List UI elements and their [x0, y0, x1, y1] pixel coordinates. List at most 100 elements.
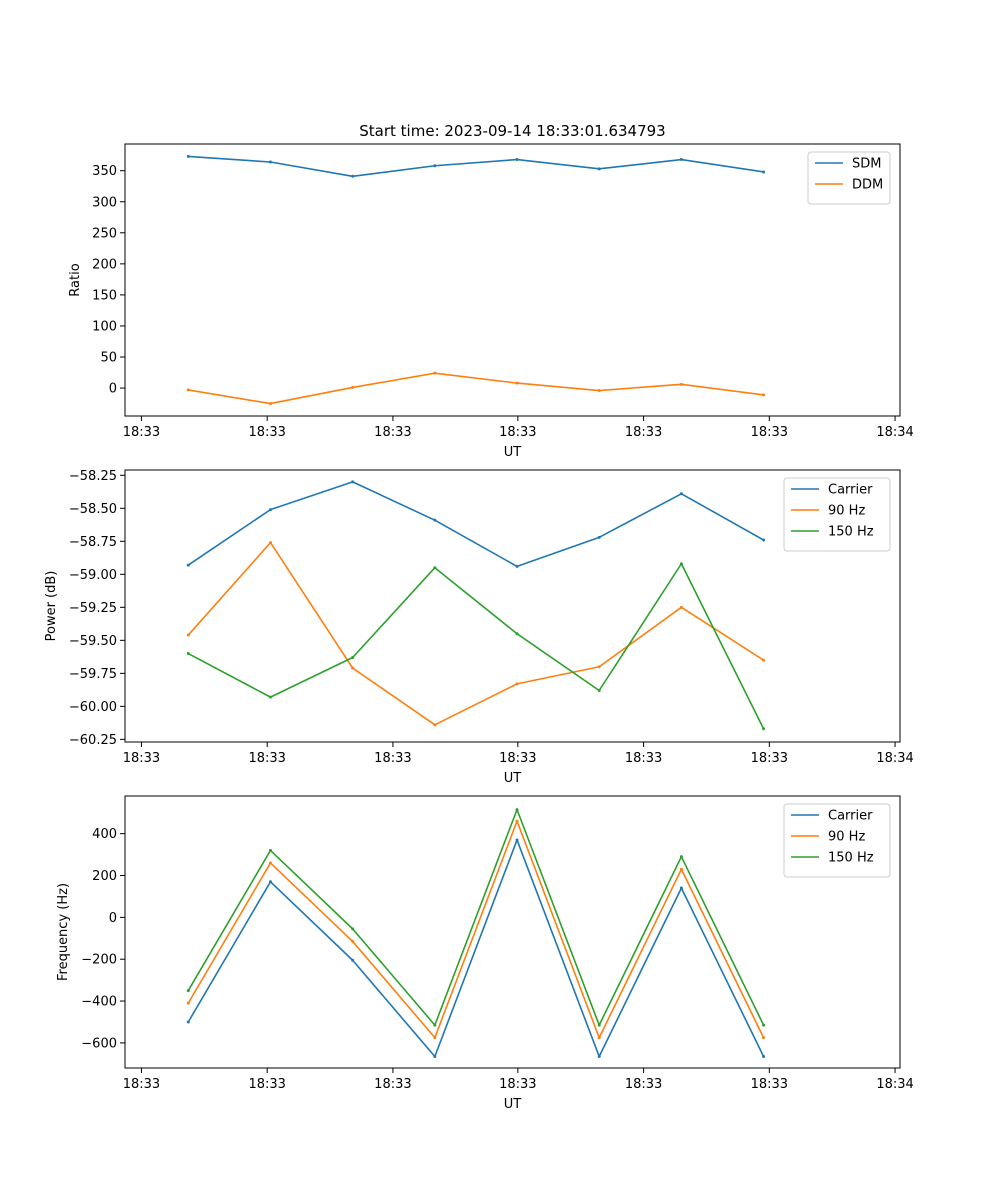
legend	[807, 151, 891, 205]
legend-label: 90 Hz	[828, 830, 865, 845]
data-point	[351, 655, 355, 659]
y-axis-label: Ratio	[68, 263, 83, 296]
data-point	[268, 402, 272, 406]
x-tick-label: 18:33	[374, 425, 411, 440]
data-point	[351, 385, 355, 389]
data-point	[268, 541, 272, 545]
x-axis-label: UT	[504, 445, 522, 460]
legend-label: 150 Hz	[828, 851, 874, 866]
x-tick-label: 18:33	[374, 751, 411, 766]
data-point	[597, 665, 601, 669]
y-tick-label: 0	[109, 382, 117, 397]
legend	[783, 803, 891, 878]
series-line-150-hz	[187, 808, 765, 1026]
data-point	[762, 170, 766, 174]
x-tick-label: 18:33	[751, 425, 788, 440]
y-tick-label: 300	[92, 195, 117, 210]
data-point	[186, 1020, 190, 1024]
legend-label: Carrier	[828, 809, 873, 824]
x-tick-label: 18:33	[248, 751, 285, 766]
data-point	[679, 855, 683, 859]
y-tick-label: 150	[92, 288, 117, 303]
data-point	[433, 1054, 437, 1058]
x-tick-label: 18:33	[248, 425, 285, 440]
data-point	[597, 1054, 601, 1058]
data-point	[515, 381, 519, 385]
y-tick-label: 100	[92, 319, 117, 334]
data-point	[268, 695, 272, 699]
data-point	[515, 819, 519, 823]
data-point	[433, 723, 437, 727]
x-tick-label: 18:34	[876, 425, 913, 440]
legend	[783, 477, 891, 552]
y-tick-label: −60.00	[69, 700, 117, 715]
data-point	[597, 167, 601, 171]
data-point	[597, 389, 601, 393]
data-point	[515, 632, 519, 636]
legend-label: SDM	[852, 157, 881, 172]
data-point	[762, 1023, 766, 1027]
data-point	[268, 508, 272, 512]
series-line-150-hz	[187, 562, 765, 730]
data-point	[351, 927, 355, 931]
data-point	[597, 535, 601, 539]
x-tick-label: 18:33	[499, 751, 536, 766]
x-axis-label: UT	[504, 771, 522, 786]
data-point	[351, 939, 355, 943]
x-tick-label: 18:34	[876, 1077, 913, 1092]
y-tick-label: −60.25	[69, 733, 117, 748]
data-point	[762, 538, 766, 542]
x-tick-label: 18:33	[123, 751, 160, 766]
axes-frame	[124, 143, 901, 417]
data-point	[351, 174, 355, 178]
x-tick-label: 18:33	[123, 1077, 160, 1092]
x-tick-label: 18:33	[374, 1077, 411, 1092]
y-axis-label: Power (dB)	[44, 571, 59, 642]
data-point	[268, 848, 272, 852]
legend-label: 150 Hz	[828, 525, 874, 540]
data-point	[268, 880, 272, 884]
x-tick-label: 18:34	[876, 751, 913, 766]
y-tick-label: −58.25	[69, 469, 117, 484]
axes-frame	[124, 795, 901, 1069]
data-point	[433, 566, 437, 570]
data-point	[679, 562, 683, 566]
data-point	[762, 393, 766, 397]
x-tick-label: 18:33	[625, 425, 662, 440]
data-point	[515, 838, 519, 842]
chart-title: Start time: 2023-09-14 18:33:01.634793	[359, 122, 665, 140]
x-tick-label: 18:33	[625, 1077, 662, 1092]
data-point	[186, 989, 190, 993]
data-point	[762, 1036, 766, 1040]
data-point	[433, 1023, 437, 1027]
series-line-carrier	[187, 481, 764, 568]
x-tick-label: 18:33	[499, 425, 536, 440]
x-tick-label: 18:33	[751, 751, 788, 766]
data-point	[679, 867, 683, 871]
x-tick-label: 18:33	[625, 751, 662, 766]
y-tick-label: 0	[109, 911, 117, 926]
y-tick-label: −58.75	[69, 535, 117, 550]
data-point	[186, 154, 190, 158]
x-axis-label: UT	[504, 1097, 522, 1112]
data-point	[268, 160, 272, 164]
data-point	[762, 658, 766, 662]
x-tick-label: 18:33	[751, 1077, 788, 1092]
data-point	[186, 633, 190, 637]
data-point	[597, 689, 601, 693]
legend-label: 90 Hz	[828, 504, 865, 519]
x-tick-label: 18:33	[123, 425, 160, 440]
data-point	[597, 1036, 601, 1040]
data-point	[433, 518, 437, 522]
y-tick-label: −59.50	[69, 634, 117, 649]
y-tick-label: −600	[81, 1036, 117, 1051]
data-point	[679, 382, 683, 386]
ratio-panel: Start time: 2023-09-14 18:33:01.634793 R…	[68, 122, 914, 460]
data-point	[679, 886, 683, 890]
data-point	[186, 652, 190, 656]
data-point	[433, 164, 437, 168]
data-point	[515, 682, 519, 686]
data-point	[186, 563, 190, 567]
series-line-ddm	[188, 372, 764, 405]
